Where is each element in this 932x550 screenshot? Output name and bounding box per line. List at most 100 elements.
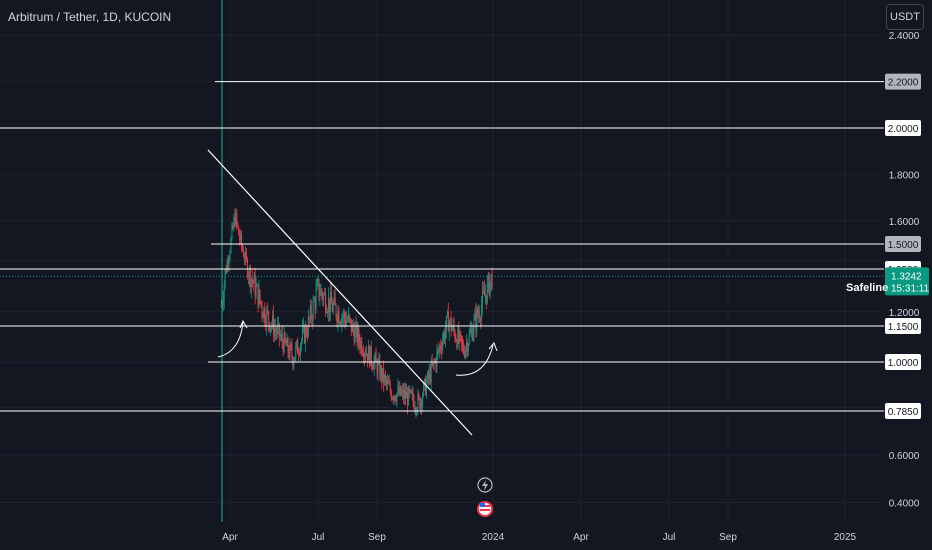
candle-body — [491, 273, 493, 288]
candle-body — [456, 340, 458, 348]
level-badge-label: 1.5000 — [888, 240, 919, 251]
candle-body — [254, 274, 256, 297]
candle-body — [291, 347, 293, 358]
candle-body — [479, 314, 481, 319]
level-badge-label: 2.2000 — [888, 78, 919, 89]
candle-body — [244, 252, 246, 260]
candle-body — [462, 342, 464, 345]
candle-body — [331, 304, 333, 312]
curved-arrow-right[interactable] — [455, 344, 494, 376]
curved-arrow-left[interactable] — [217, 321, 244, 358]
candle-body — [357, 329, 359, 343]
candle-body — [448, 323, 450, 332]
candle-body — [313, 300, 315, 302]
candle-body — [393, 396, 395, 400]
candle-body — [256, 284, 258, 287]
candle-body — [399, 386, 401, 395]
candle-body — [488, 274, 490, 296]
candle-body — [435, 360, 437, 367]
candle-body — [309, 306, 311, 320]
candle-body — [365, 353, 367, 356]
candle-body — [240, 233, 242, 241]
candle-body — [345, 318, 347, 325]
candle-body — [463, 353, 465, 357]
candle-body — [377, 363, 379, 375]
candle-body — [459, 332, 461, 342]
candle-body — [362, 353, 364, 355]
us-flag-icon[interactable] — [477, 501, 493, 517]
candle-body — [422, 396, 424, 406]
safeline-label: Safeline — [846, 282, 889, 294]
candle-body — [379, 360, 381, 379]
horizontal-levels[interactable] — [0, 81, 884, 412]
candle-body — [301, 340, 303, 346]
event-flash-icon[interactable] — [477, 477, 493, 493]
candle-body — [474, 313, 476, 320]
candle-body — [297, 340, 299, 354]
candle-body — [360, 340, 362, 349]
candle-body — [302, 326, 304, 330]
candle-body — [298, 353, 300, 355]
price-badges: 2.20002.00001.50001.35001.15001.00000.78… — [885, 73, 930, 419]
candle-body — [411, 392, 413, 394]
candle-body — [277, 323, 279, 327]
candle-body — [358, 329, 360, 342]
candle-body — [230, 239, 232, 253]
time-tick-label: Jul — [312, 532, 325, 543]
candle-body — [311, 318, 313, 321]
candle-body — [461, 335, 463, 343]
candle-body — [302, 329, 304, 341]
time-tick-label: Sep — [368, 532, 386, 543]
candle-body — [386, 381, 388, 384]
candle-body — [327, 311, 329, 313]
candle-body — [250, 278, 252, 287]
candle-body — [381, 367, 383, 381]
candle-body — [314, 300, 316, 310]
candle-body — [437, 349, 439, 352]
candle-body — [466, 343, 468, 352]
candle-body — [408, 387, 410, 393]
time-tick-label: Apr — [222, 532, 238, 543]
trendline[interactable] — [207, 149, 473, 436]
candle-body — [258, 289, 260, 307]
candle-body — [391, 397, 393, 400]
candle-body — [319, 295, 321, 297]
candle-body — [336, 316, 338, 323]
last-price-badge — [885, 267, 929, 296]
candle-body — [442, 340, 444, 351]
level-badge — [885, 318, 921, 334]
candle-body — [484, 295, 486, 297]
candle-body — [236, 212, 238, 223]
currency-button[interactable]: USDT — [886, 4, 924, 30]
candle-body — [419, 397, 421, 409]
level-badge — [885, 73, 921, 90]
candle-body — [241, 233, 243, 247]
level-badge — [885, 120, 921, 136]
candle-body — [294, 357, 296, 361]
candle-body — [264, 307, 266, 323]
candle-body — [295, 346, 297, 358]
candle-body — [344, 312, 346, 319]
candle-body — [333, 297, 335, 305]
candle-body — [249, 266, 251, 287]
candle-body — [354, 329, 356, 343]
candle-body — [424, 378, 426, 395]
candle-body — [402, 389, 404, 393]
candle-body — [382, 368, 384, 381]
candle-body — [284, 333, 286, 342]
candle-body — [392, 397, 394, 400]
candle-body — [380, 367, 382, 379]
last-price-label: 1.3242 — [891, 271, 922, 282]
candle-body — [327, 298, 329, 312]
symbol-title: Arbitrum / Tether, 1D, KUCOIN — [8, 10, 172, 24]
candle-body — [460, 332, 462, 336]
candle-body — [406, 392, 408, 406]
time-tick-label: Jul — [663, 532, 676, 543]
candle-body — [441, 349, 443, 351]
candle-body — [480, 318, 482, 320]
candle-body — [451, 328, 453, 332]
candle-body — [450, 318, 452, 332]
candle-body — [338, 311, 340, 324]
candle-body — [245, 252, 247, 259]
